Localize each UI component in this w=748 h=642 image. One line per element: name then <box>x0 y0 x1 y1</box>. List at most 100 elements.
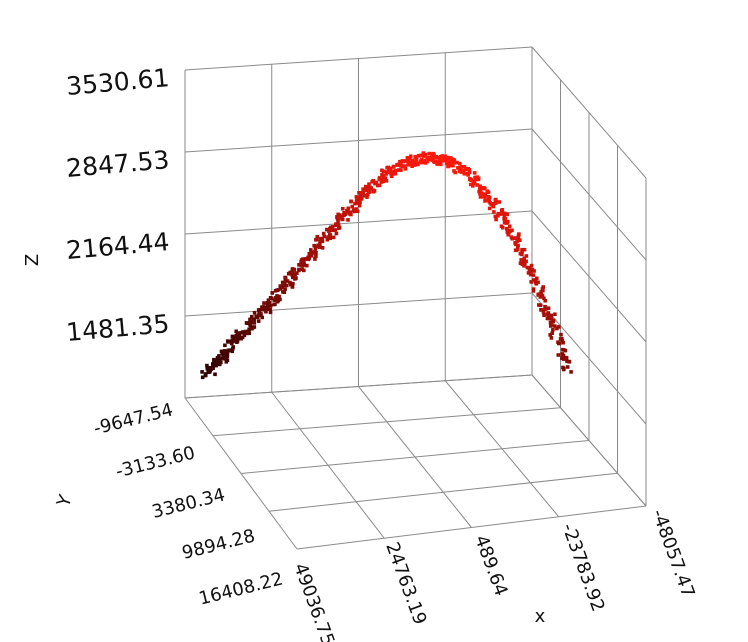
data-point <box>312 243 316 248</box>
data-point <box>372 189 377 193</box>
data-point <box>536 293 540 297</box>
y-tick-label: -9647.54 <box>92 399 176 439</box>
y-axis-title: Y <box>53 491 77 510</box>
data-point <box>421 151 426 155</box>
data-point <box>354 207 358 211</box>
data-point <box>420 157 424 162</box>
data-point <box>561 340 565 345</box>
data-point <box>530 268 534 272</box>
data-point <box>519 258 523 262</box>
data-point <box>539 290 543 294</box>
data-point <box>514 236 518 240</box>
z-tick-label: 1481.35 <box>65 309 171 347</box>
data-point <box>302 259 306 263</box>
data-point <box>520 248 524 252</box>
data-point <box>264 309 268 314</box>
data-point <box>520 252 524 257</box>
data-point <box>283 287 287 291</box>
data-point <box>268 303 273 308</box>
data-point <box>502 214 507 219</box>
data-point <box>315 235 320 239</box>
data-point <box>295 271 299 275</box>
data-point <box>444 156 448 161</box>
data-point <box>334 222 338 226</box>
data-point <box>211 362 216 366</box>
data-point <box>266 298 271 302</box>
data-point <box>550 331 554 336</box>
data-point <box>256 319 261 323</box>
data-point <box>512 236 517 240</box>
data-point <box>541 285 545 289</box>
data-point <box>362 193 367 198</box>
data-point <box>329 225 333 230</box>
data-point <box>215 360 220 365</box>
data-point <box>487 195 492 200</box>
data-point <box>563 348 568 353</box>
data-point <box>505 226 509 231</box>
data-point <box>377 183 382 188</box>
data-point <box>200 370 204 374</box>
data-point <box>543 307 547 312</box>
data-point <box>265 304 270 308</box>
data-point <box>313 257 317 261</box>
data-point <box>528 272 533 277</box>
data-point <box>285 279 290 283</box>
data-point <box>439 162 443 167</box>
data-point <box>492 210 496 214</box>
data-point <box>321 231 326 236</box>
data-point <box>565 365 570 369</box>
data-point <box>299 260 303 264</box>
data-point <box>336 212 340 217</box>
x-tick-label: 489.64 <box>470 533 511 599</box>
data-point <box>437 156 442 161</box>
data-point <box>374 180 379 185</box>
data-point <box>406 161 410 166</box>
data-point <box>277 294 281 299</box>
data-point <box>357 203 362 208</box>
data-point <box>314 244 318 249</box>
data-point <box>499 208 504 213</box>
data-point <box>560 353 565 358</box>
data-point <box>222 349 227 353</box>
data-point <box>349 199 353 204</box>
data-point <box>546 306 551 310</box>
data-point <box>555 326 559 331</box>
data-point <box>313 247 318 251</box>
data-point <box>230 334 235 339</box>
data-point <box>320 246 325 250</box>
data-point <box>297 268 301 273</box>
data-point <box>391 172 395 176</box>
data-point <box>494 217 498 222</box>
data-point <box>551 328 555 332</box>
data-point <box>260 315 264 320</box>
data-point <box>338 215 342 219</box>
data-point <box>469 177 473 182</box>
data-point <box>487 199 491 204</box>
data-point <box>218 356 223 361</box>
data-point <box>294 276 298 280</box>
data-point <box>290 285 295 289</box>
data-point <box>327 229 331 233</box>
data-point <box>242 333 247 338</box>
data-point <box>300 267 304 271</box>
data-point <box>358 200 362 205</box>
data-point <box>283 278 288 283</box>
data-point <box>522 264 526 268</box>
data-point <box>351 208 356 212</box>
data-point <box>497 200 502 204</box>
data-point <box>212 358 216 363</box>
data-point <box>200 375 205 380</box>
data-point <box>309 248 313 252</box>
data-point <box>280 280 285 285</box>
data-point <box>291 281 295 286</box>
data-point <box>437 160 442 164</box>
data-point <box>447 161 451 166</box>
data-point <box>361 187 365 191</box>
data-point <box>231 346 235 351</box>
data-point <box>218 358 222 363</box>
data-point <box>402 164 407 168</box>
data-point <box>248 317 252 322</box>
data-point <box>453 170 457 175</box>
data-point <box>518 238 522 242</box>
